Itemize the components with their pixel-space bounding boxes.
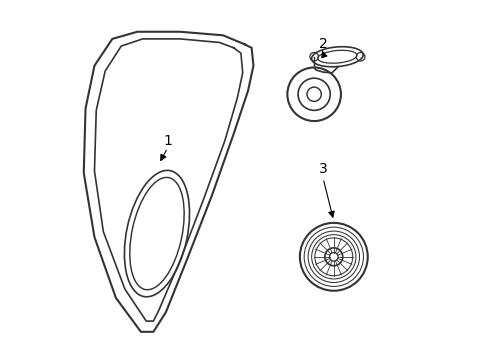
- Text: 1: 1: [163, 134, 172, 148]
- Text: 2: 2: [318, 37, 327, 51]
- Text: 3: 3: [318, 162, 327, 176]
